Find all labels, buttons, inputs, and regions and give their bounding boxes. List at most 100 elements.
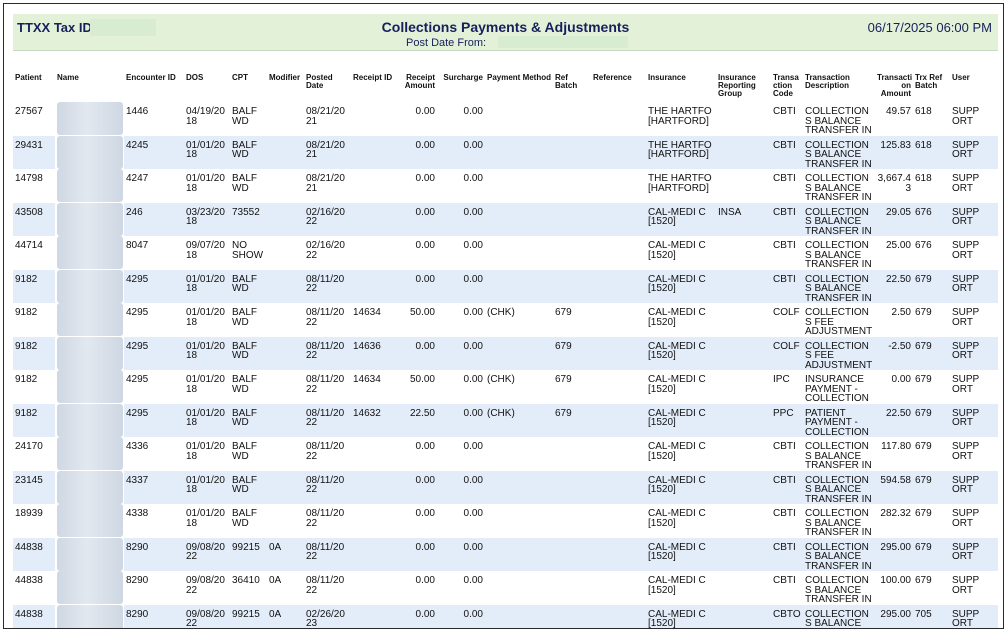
- posted-date-cell: 08/21/20 21: [306, 173, 345, 194]
- posted-date-cell: 08/21/20 21: [306, 106, 345, 127]
- receipt-id-cell: [351, 269, 397, 303]
- user-cell: SUPP ORT: [952, 106, 980, 127]
- ref-batch-cell: [553, 437, 591, 471]
- modifier-cell: [267, 504, 304, 538]
- surcharge-cell: 0.00: [437, 336, 485, 370]
- transaction-description-cell: COLLECTION S BALANCE TRANSFER IN: [805, 240, 872, 270]
- reference-cell: [591, 537, 646, 571]
- patient-cell: 9182: [15, 374, 38, 385]
- dos-cell: 01/01/20 18: [186, 307, 225, 328]
- transaction-description-cell: COLLECTION S BALANCE TRANSFER IN: [803, 135, 875, 169]
- transaction-code-cell: CBTI: [773, 575, 796, 586]
- table-row: 44714 8047 09/07/20 18 NO SHOW 02/16/20 22 0.…: [13, 236, 998, 270]
- encounter-id-cell: 4337: [124, 470, 184, 504]
- modifier-cell: 0A: [267, 604, 304, 628]
- col-header-transaction-amount: Transacti on Amount: [877, 73, 913, 98]
- transaction-description-cell: COLLECTION S BALANCE TRANSFER O: [803, 604, 875, 628]
- modifier-cell: [267, 102, 304, 136]
- transaction-amount-cell: 3,667.4 3: [877, 173, 911, 194]
- cpt-cell: BALF WD: [232, 374, 258, 395]
- receipt-amount-cell: 0.00: [397, 269, 437, 303]
- posted-date-cell: 02/16/20 22: [304, 202, 351, 236]
- patient-cell: 44838: [13, 537, 55, 571]
- redacted-name: [57, 604, 123, 628]
- table-row: 43508 246 03/23/20 18 73552 02/16/20 22 0.00 0…: [13, 202, 998, 236]
- receipt-amount-cell: 0.00: [397, 470, 437, 504]
- insurance-reporting-group-cell: [716, 504, 771, 538]
- table-row: 18939 4338 01/01/20 18 BALF WD 08/11/20 22 0.…: [13, 504, 998, 538]
- transaction-description-cell: INSURANCE PAYMENT - COLLECTION: [805, 374, 869, 404]
- ref-batch-cell: [553, 202, 591, 236]
- reference-cell: [591, 504, 646, 538]
- transaction-amount-cell: 594.58: [875, 470, 913, 504]
- modifier-cell: 0A: [269, 575, 282, 586]
- dos-cell: 01/01/20 18: [186, 374, 225, 395]
- surcharge-cell: 0.00: [437, 403, 485, 437]
- encounter-id-cell: 8290: [124, 604, 184, 628]
- payment-method-cell: [485, 135, 553, 169]
- report-title: Collections Payments & Adjustments: [381, 19, 630, 35]
- insurance-cell: THE HARTFO [HARTFORD]: [646, 135, 716, 169]
- table-row: 9182 4295 01/01/20 18 BALF WD 08/11/20 22 146…: [13, 370, 998, 404]
- insurance-cell: CAL-MEDI C [1520]: [646, 604, 716, 628]
- receipt-amount-cell: 0.00: [415, 240, 435, 251]
- payment-method-cell: (CHK): [487, 374, 515, 385]
- transaction-code-cell: CBTI: [771, 537, 803, 571]
- encounter-id-cell: 8290: [126, 575, 149, 586]
- insurance-cell: CAL-MEDI C [1520]: [646, 269, 716, 303]
- user-cell: SUPP ORT: [952, 173, 980, 194]
- receipt-amount-cell: 0.00: [397, 537, 437, 571]
- patient-cell: 9182: [13, 403, 55, 437]
- encounter-id-cell: 8047: [126, 240, 149, 251]
- redacted-name: [57, 504, 123, 537]
- dos-cell: 04/19/20 18: [186, 106, 225, 127]
- surcharge-cell: 0.00: [463, 106, 483, 117]
- dos-cell: 09/08/20 22: [186, 575, 225, 596]
- transaction-description-cell: COLLECTION S BALANCE TRANSFER IN: [805, 508, 872, 538]
- encounter-id-cell: 246: [124, 202, 184, 236]
- user-cell: SUPP ORT: [950, 537, 998, 571]
- dos-cell: 01/01/20 18: [186, 508, 225, 529]
- redacted-name: [57, 403, 123, 437]
- receipt-amount-cell: 0.00: [415, 508, 435, 519]
- transaction-code-cell: CBTI: [771, 269, 803, 303]
- dos-cell: 01/01/20 18: [184, 336, 230, 370]
- cpt-cell: BALF WD: [230, 336, 267, 370]
- ref-batch-cell: [553, 135, 591, 169]
- user-cell: SUPP ORT: [950, 269, 998, 303]
- transaction-description-cell: COLLECTION S BALANCE TRANSFER IN: [803, 269, 875, 303]
- posted-date-cell: 02/26/20 23: [304, 604, 351, 628]
- name-cell: [55, 403, 124, 437]
- col-header-cpt: CPT: [232, 73, 248, 82]
- table-row: 24170 4336 01/01/20 18 BALF WD 08/11/20 22 0.…: [13, 437, 998, 471]
- insurance-reporting-group-cell: [716, 135, 771, 169]
- insurance-cell: CAL-MEDI C [1520]: [646, 470, 716, 504]
- insurance-cell: CAL-MEDI C [1520]: [646, 202, 716, 236]
- transaction-amount-cell: 25.00: [885, 240, 911, 251]
- redacted-name: [57, 303, 123, 336]
- table-row: 44838 8290 09/08/20 22 99215 0A 08/11/20 22 0.…: [13, 537, 998, 571]
- receipt-id-cell: 14632: [351, 403, 397, 437]
- post-date-label: Post Date From:: [406, 37, 487, 49]
- surcharge-cell: 0.00: [437, 135, 485, 169]
- redacted-name: [57, 102, 123, 135]
- insurance-reporting-group-cell: [716, 604, 771, 628]
- user-cell: SUPP ORT: [950, 135, 998, 169]
- col-header-posted-date: Posted Date: [306, 73, 333, 90]
- user-cell: SUPP ORT: [952, 240, 980, 261]
- insurance-cell: CAL-MEDI C [1520]: [646, 403, 716, 437]
- insurance-cell: CAL-MEDI C [1520]: [648, 508, 706, 529]
- ref-batch-cell: [553, 504, 591, 538]
- trx-ref-batch-cell: 679: [915, 508, 932, 519]
- insurance-reporting-group-cell: [716, 102, 771, 136]
- report-date: 06/17/2025 06:00 PM: [867, 20, 992, 35]
- redacted-name: [57, 236, 123, 269]
- transaction-description-cell: COLLECTION S BALANCE TRANSFER IN: [805, 441, 872, 471]
- transaction-amount-cell: 117.80: [881, 441, 911, 452]
- col-header-reference: Reference: [593, 73, 632, 82]
- encounter-id-cell: 1446: [126, 106, 149, 117]
- name-cell: [55, 102, 124, 136]
- cpt-cell: NO SHOW: [232, 240, 264, 261]
- receipt-id-cell: [351, 571, 397, 605]
- ref-batch-cell: [553, 470, 591, 504]
